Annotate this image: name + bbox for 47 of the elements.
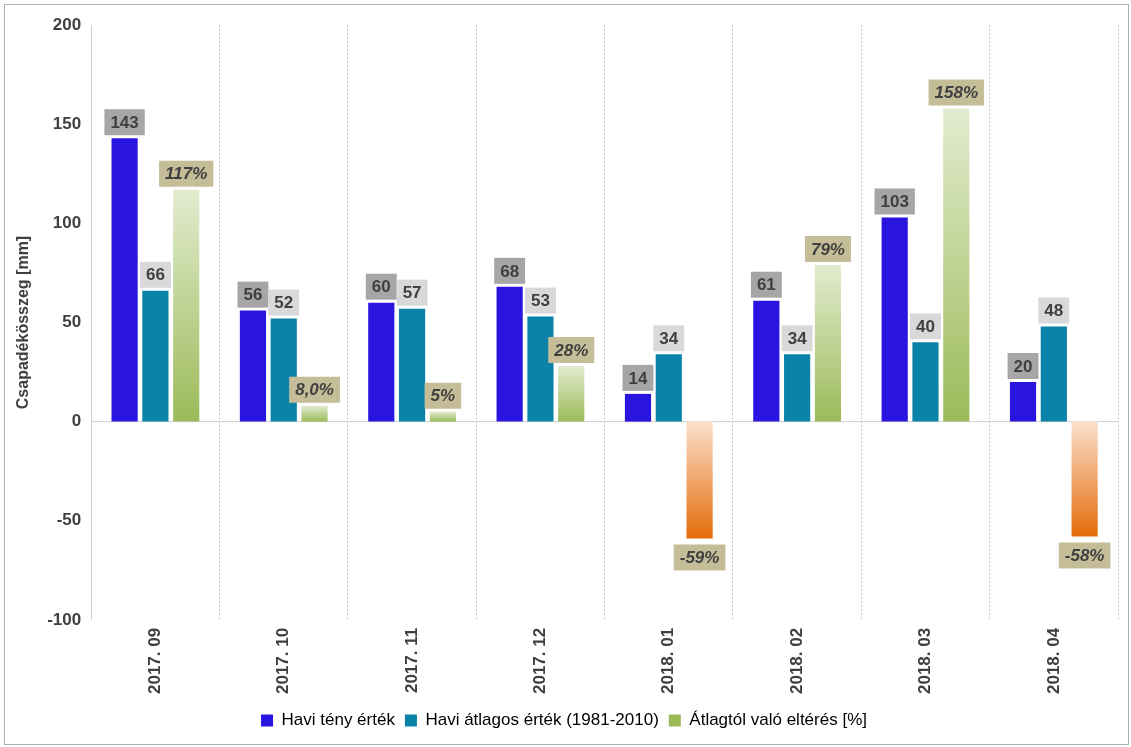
x-tick-label: 2017. 10 bbox=[273, 627, 293, 695]
bar bbox=[686, 421, 713, 539]
x-tick-label: 2018. 02 bbox=[786, 627, 806, 695]
bar bbox=[1071, 421, 1098, 537]
data-label: 79% bbox=[810, 239, 845, 259]
legend-label: Havi tény érték bbox=[281, 710, 396, 730]
x-tick-label: 2018. 04 bbox=[1043, 627, 1063, 695]
data-label: -58% bbox=[1064, 546, 1105, 566]
data-label: 56 bbox=[243, 285, 263, 305]
data-label: 40 bbox=[916, 317, 935, 337]
y-tick-label: 50 bbox=[62, 312, 82, 332]
data-label: 57 bbox=[402, 283, 422, 303]
y-tick-label: 0 bbox=[71, 411, 82, 431]
y-tick-label: -100 bbox=[47, 609, 82, 629]
data-label: 117% bbox=[165, 164, 208, 184]
y-tick-label: 200 bbox=[52, 14, 82, 34]
data-label: 68 bbox=[500, 261, 520, 281]
x-tick-label: 2017. 12 bbox=[530, 627, 550, 695]
y-tick-label: 150 bbox=[52, 113, 82, 133]
bar bbox=[558, 366, 585, 422]
y-tick-label: -50 bbox=[56, 510, 82, 530]
x-tick-label: 2017. 09 bbox=[145, 627, 165, 695]
x-tick-label: 2017. 11 bbox=[401, 627, 421, 694]
data-label: 103 bbox=[880, 192, 909, 212]
y-tick-label: 100 bbox=[52, 213, 82, 233]
x-tick-label: 2018. 01 bbox=[658, 627, 678, 695]
data-label: 53 bbox=[530, 291, 550, 311]
data-label: 60 bbox=[371, 277, 391, 297]
data-label: -59% bbox=[679, 548, 720, 568]
data-label: 143 bbox=[110, 112, 139, 132]
data-label: 66 bbox=[145, 265, 165, 285]
data-label: 52 bbox=[274, 293, 294, 313]
data-label: 34 bbox=[787, 328, 808, 348]
data-label: 14 bbox=[628, 368, 648, 388]
data-label: 158% bbox=[934, 83, 979, 103]
legend-label: Havi átlagos érték (1981-2010) bbox=[425, 710, 659, 730]
x-tick-label: 2018. 03 bbox=[915, 627, 935, 695]
data-label: 48 bbox=[1044, 301, 1064, 321]
data-label: 8,0% bbox=[295, 380, 334, 400]
legend-label: Átlagtól való eltérés [%] bbox=[689, 710, 867, 730]
data-label: 34 bbox=[659, 328, 679, 348]
data-label: 61 bbox=[756, 275, 776, 295]
bar bbox=[814, 265, 842, 422]
data-label: 20 bbox=[1013, 356, 1033, 376]
data-label: 5% bbox=[430, 386, 456, 406]
data-label: 28% bbox=[553, 340, 589, 360]
y-axis-title: Csapadékösszeg [mm] bbox=[14, 235, 32, 410]
